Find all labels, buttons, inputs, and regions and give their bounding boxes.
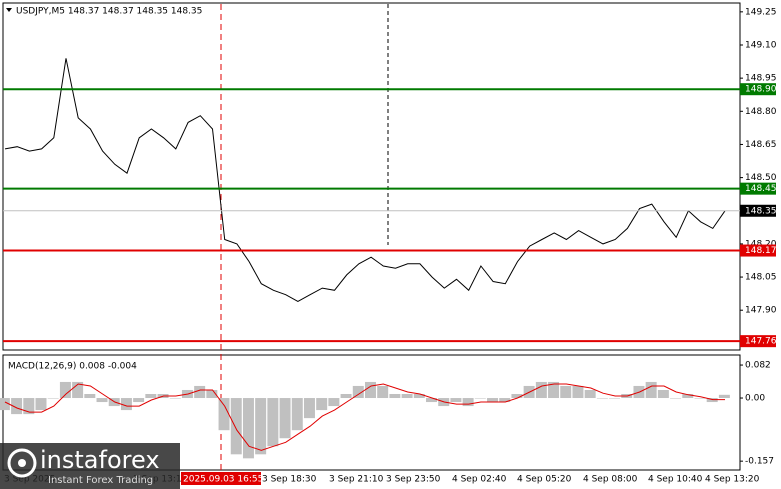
y-tick-label: 0.00	[745, 394, 765, 404]
macd-bar	[609, 398, 621, 399]
macd-bar	[694, 398, 706, 399]
macd-bar	[548, 381, 560, 399]
macd-bar	[474, 398, 486, 399]
macd-bar	[535, 381, 547, 399]
macd-bar	[316, 398, 328, 411]
macd-bar	[96, 398, 108, 403]
macd-bar	[584, 389, 596, 399]
macd-bar	[328, 398, 340, 407]
title-icon	[6, 8, 12, 12]
macd-bar	[499, 398, 511, 403]
level-label: 147.76	[745, 337, 777, 347]
watermark-logo	[7, 448, 37, 478]
chart-title: USDJPY,M5 148.37 148.37 148.35 148.35	[16, 7, 202, 17]
macd-bar	[560, 385, 572, 399]
y-tick-label: 147.90	[745, 306, 777, 316]
macd-bar	[365, 381, 376, 399]
price-frame	[2, 2, 741, 351]
current-price-tag	[740, 204, 776, 217]
macd-bar	[670, 398, 682, 399]
macd-bar	[11, 398, 23, 415]
macd-bar	[59, 381, 71, 399]
x-tick-label: 3 Sep 18:30	[262, 475, 317, 485]
macd-title: MACD(12,26,9) 0.008 -0.004	[8, 362, 137, 372]
macd-bar	[218, 398, 230, 431]
level-tag	[740, 83, 776, 96]
macd-bar	[230, 398, 242, 455]
macd-bar	[572, 385, 584, 399]
watermark-brand: instaforex	[40, 446, 160, 474]
macd-bar	[23, 398, 35, 415]
macd-bar	[682, 394, 694, 399]
level-label: 148.45	[745, 184, 777, 194]
macd-bar	[84, 394, 96, 399]
signal-line	[4, 383, 725, 451]
macd-bar	[718, 394, 730, 399]
x-tick-label: 4 Sep 10:40	[648, 475, 703, 485]
macd-bar	[596, 398, 608, 399]
time-marker-tag	[181, 472, 261, 485]
macd-bar	[462, 398, 474, 407]
price-line	[4, 58, 726, 302]
macd-bar	[303, 398, 315, 419]
x-tick-label: 3 Sep 21:10	[329, 475, 384, 485]
macd-bar	[413, 394, 425, 399]
macd-bar	[352, 385, 364, 399]
macd-frame	[2, 354, 741, 471]
macd-bar	[487, 398, 499, 403]
y-tick-label: 148.50	[745, 173, 777, 183]
macd-bar	[426, 398, 437, 403]
macd-bar	[145, 394, 157, 399]
level-tag	[740, 335, 776, 348]
watermark-tagline: Instant Forex Trading	[48, 475, 153, 486]
macd-bar	[279, 398, 291, 439]
level-label: 148.90	[745, 85, 777, 95]
macd-bar	[133, 398, 145, 403]
macd-bar	[377, 385, 389, 399]
macd-bar	[389, 394, 401, 399]
x-tick-label: 4 Sep 02:40	[452, 475, 507, 485]
y-tick-label: 148.80	[745, 107, 777, 117]
level-label: 148.17	[745, 246, 777, 256]
x-tick-label: 4 Sep 05:20	[517, 475, 572, 485]
y-tick-label: 148.65	[745, 140, 777, 150]
macd-bar	[194, 385, 206, 399]
y-tick-label: 149.25	[745, 7, 777, 17]
macd-bar	[47, 398, 59, 399]
watermark-logo-dot	[18, 459, 26, 467]
current-price-label: 148.35	[745, 206, 777, 216]
macd-bar	[291, 398, 303, 431]
x-tick-label: 4 Sep 08:00	[583, 475, 638, 485]
y-tick-label: 148.20	[745, 239, 777, 249]
macd-bar	[450, 398, 462, 403]
macd-bar	[267, 398, 279, 447]
x-tick-label: 3 Sep 23:50	[386, 475, 441, 485]
macd-bar	[35, 398, 47, 411]
macd-bar	[340, 394, 352, 399]
y-tick-label: -0.157	[745, 457, 774, 467]
macd-bar	[511, 394, 523, 399]
time-marker-label: 2025.09.03 16:55	[183, 475, 263, 485]
watermark-bg	[0, 443, 180, 489]
macd-bar	[120, 398, 132, 411]
level-tag	[740, 244, 776, 257]
macd-bar	[657, 389, 669, 399]
level-tag	[740, 182, 776, 195]
y-tick-label: 148.05	[745, 273, 777, 283]
macd-bar	[0, 398, 10, 411]
macd-bar	[242, 398, 254, 459]
macd-bar	[169, 398, 181, 399]
y-tick-label: 149.10	[745, 40, 777, 50]
y-tick-label: 0.082	[745, 361, 771, 371]
macd-bar	[706, 398, 718, 403]
macd-bar	[255, 398, 267, 455]
y-tick-label: 148.95	[745, 74, 777, 84]
macd-bar	[401, 394, 413, 399]
x-tick-label: 4 Sep 13:20	[705, 475, 760, 485]
macd-bar	[206, 389, 218, 399]
macd-bar	[72, 381, 84, 399]
macd-bar	[645, 381, 657, 399]
